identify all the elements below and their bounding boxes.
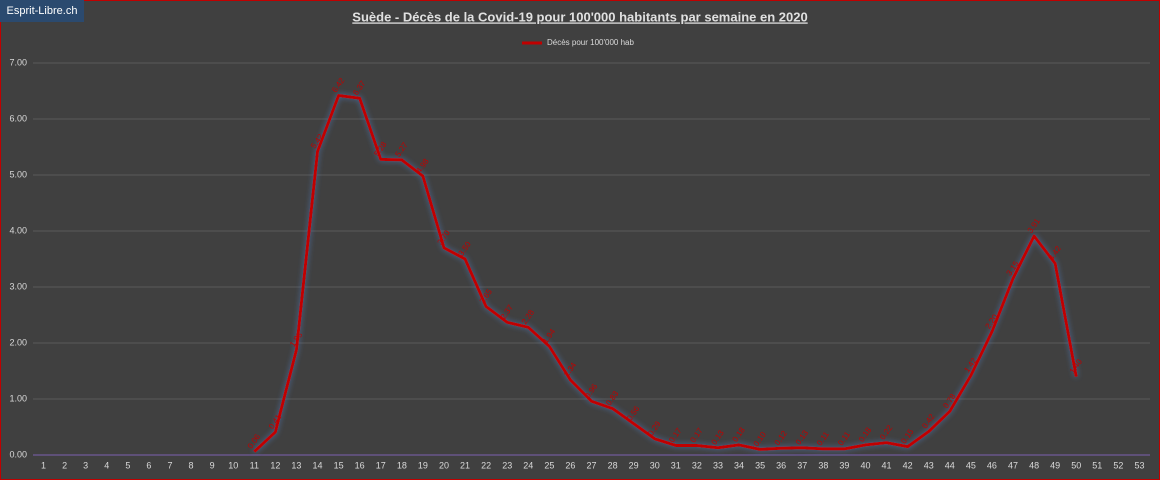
y-tick-label: 3.00	[9, 281, 27, 291]
x-tick-label: 50	[1071, 460, 1081, 470]
x-tick-label: 29	[629, 460, 639, 470]
x-tick-label: 23	[502, 460, 512, 470]
x-tick-label: 12	[270, 460, 280, 470]
legend-label: Décès pour 100'000 hab	[547, 38, 634, 47]
x-tick-label: 6	[146, 460, 151, 470]
x-tick-label: 17	[376, 460, 386, 470]
y-tick-label: 1.00	[9, 393, 27, 403]
x-tick-label: 43	[924, 460, 934, 470]
x-tick-label: 3	[83, 460, 88, 470]
x-tick-label: 53	[1134, 460, 1144, 470]
x-tick-label: 1	[41, 460, 46, 470]
x-tick-label: 10	[228, 460, 238, 470]
x-tick-label: 46	[987, 460, 997, 470]
x-tick-label: 47	[1008, 460, 1018, 470]
x-tick-label: 16	[355, 460, 365, 470]
x-tick-label: 5	[125, 460, 130, 470]
x-tick-label: 2	[62, 460, 67, 470]
x-tick-label: 45	[966, 460, 976, 470]
y-tick-label: 4.00	[9, 225, 27, 235]
x-tick-label: 49	[1050, 460, 1060, 470]
x-tick-label: 18	[397, 460, 407, 470]
y-tick-label: 2.00	[9, 337, 27, 347]
x-tick-label: 38	[818, 460, 828, 470]
x-tick-label: 8	[189, 460, 194, 470]
x-tick-label: 11	[250, 460, 259, 470]
watermark: Esprit-Libre.ch	[7, 5, 78, 17]
x-tick-label: 30	[650, 460, 660, 470]
x-tick-label: 26	[565, 460, 575, 470]
y-tick-label: 6.00	[9, 113, 27, 123]
x-tick-label: 36	[776, 460, 786, 470]
x-tick-label: 27	[586, 460, 596, 470]
x-tick-label: 41	[882, 460, 892, 470]
x-tick-label: 32	[692, 460, 702, 470]
x-tick-label: 39	[839, 460, 849, 470]
x-tick-label: 24	[523, 460, 533, 470]
x-tick-label: 13	[291, 460, 301, 470]
series-line	[253, 93, 1078, 453]
x-tick-label: 14	[313, 460, 323, 470]
x-tick-label: 22	[481, 460, 491, 470]
x-tick-label: 4	[104, 460, 109, 470]
x-tick-label: 52	[1113, 460, 1123, 470]
x-tick-label: 35	[755, 460, 765, 470]
x-tick-label: 28	[608, 460, 618, 470]
x-tick-label: 31	[671, 460, 681, 470]
x-tick-label: 42	[903, 460, 913, 470]
x-tick-label: 20	[439, 460, 449, 470]
y-tick-label: 7.00	[9, 57, 27, 67]
x-tick-label: 19	[418, 460, 428, 470]
chart-title: Suède - Décès de la Covid-19 pour 100'00…	[352, 9, 807, 24]
x-tick-label: 7	[167, 460, 172, 470]
x-tick-label: 34	[734, 460, 744, 470]
x-tick-label: 33	[713, 460, 723, 470]
x-tick-label: 25	[544, 460, 554, 470]
x-tick-label: 51	[1092, 460, 1102, 470]
y-tick-label: 0.00	[9, 449, 27, 459]
x-tick-label: 48	[1029, 460, 1039, 470]
x-tick-label: 37	[797, 460, 807, 470]
x-tick-label: 9	[210, 460, 215, 470]
y-tick-label: 5.00	[9, 169, 27, 179]
x-tick-label: 44	[945, 460, 955, 470]
x-tick-label: 15	[334, 460, 344, 470]
x-tick-label: 21	[460, 460, 470, 470]
x-tick-label: 40	[860, 460, 870, 470]
watermark-box	[0, 0, 84, 22]
